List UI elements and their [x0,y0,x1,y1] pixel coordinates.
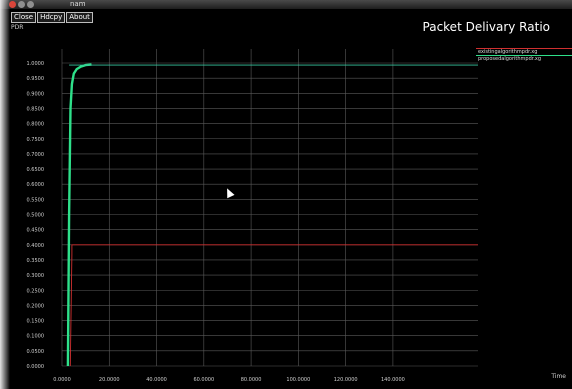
maximize-window-icon[interactable] [27,1,34,8]
close-button[interactable]: Close [11,12,37,23]
x-tick-label: 40.0000 [146,377,167,383]
minimize-window-icon[interactable] [18,1,25,8]
y-tick-label: 0.1500 [27,319,45,325]
y-tick-label: 0.7500 [27,137,45,143]
y-tick-label: 0.4500 [27,228,45,234]
series-line-0 [69,244,478,367]
y-tick-label: 0.8000 [27,122,45,128]
y-tick-label: 0.9500 [27,76,45,82]
x-gridlines [61,49,394,366]
y-tick-label: 1.0000 [27,61,45,67]
y-tick-label: 0.5000 [27,213,45,219]
legend-swatch-proposed [476,55,572,56]
y-tick-label: 0.2500 [27,288,45,294]
x-tick-label: 60.0000 [193,377,214,383]
series-line-1 [66,63,92,367]
y-tick-label: 0.2000 [27,303,45,309]
x-tick-label: 0.0000 [53,377,71,383]
y-gridlines [62,62,478,367]
hardcopy-button[interactable]: Hdcpy [37,12,66,23]
data-series [66,63,478,367]
y-tick-label: 0.7000 [27,152,45,158]
toolbar: Close Hdcpy About [11,12,93,23]
title-bar: nam [0,0,572,9]
legend-entry-existing: existingalgorithmpdr.xg [478,49,538,55]
x-tick-label: 80.0000 [241,377,262,383]
legend: existingalgorithmpdr.xg proposedalgorith… [476,48,572,62]
legend-swatch-existing [476,48,572,49]
y-tick-label: 0.1000 [27,334,45,340]
y-tick-label: 0.3000 [27,273,45,279]
about-button[interactable]: About [66,12,93,23]
y-tick-label: 0.5500 [27,197,45,203]
y-tick-label: 0.3500 [27,258,45,264]
x-tick-labels: 0.0000 20.0000 40.0000 60.0000 80.0000 100.00… [53,377,405,383]
window-title: nam [70,0,86,8]
y-tick-label: 0.4000 [27,243,45,249]
y-axis-label: PDR [11,24,24,31]
x-tick-label: 140.0000 [381,377,405,383]
legend-entry-proposed: proposedalgorithmpdr.xg [478,56,542,62]
y-tick-label: 0.0500 [27,349,45,355]
x-tick-label: 20.0000 [99,377,120,383]
y-tick-label: 0.6000 [27,182,45,188]
y-tick-label: 0.0000 [27,364,45,370]
y-tick-label: 0.6500 [27,167,45,173]
y-tick-label: 0.8500 [27,106,45,112]
x-tick-label: 120.0000 [334,377,358,383]
y-tick-labels: 0.0000 0.0500 0.1000 0.1500 0.2000 0.2500 0.30… [27,61,45,370]
close-window-icon[interactable] [9,1,16,8]
chart-title: Packet Delivary Ratio [422,20,550,34]
x-axis-label: Time [551,373,566,380]
y-tick-label: 0.9000 [27,91,45,97]
x-tick-label: 100.0000 [286,377,310,383]
